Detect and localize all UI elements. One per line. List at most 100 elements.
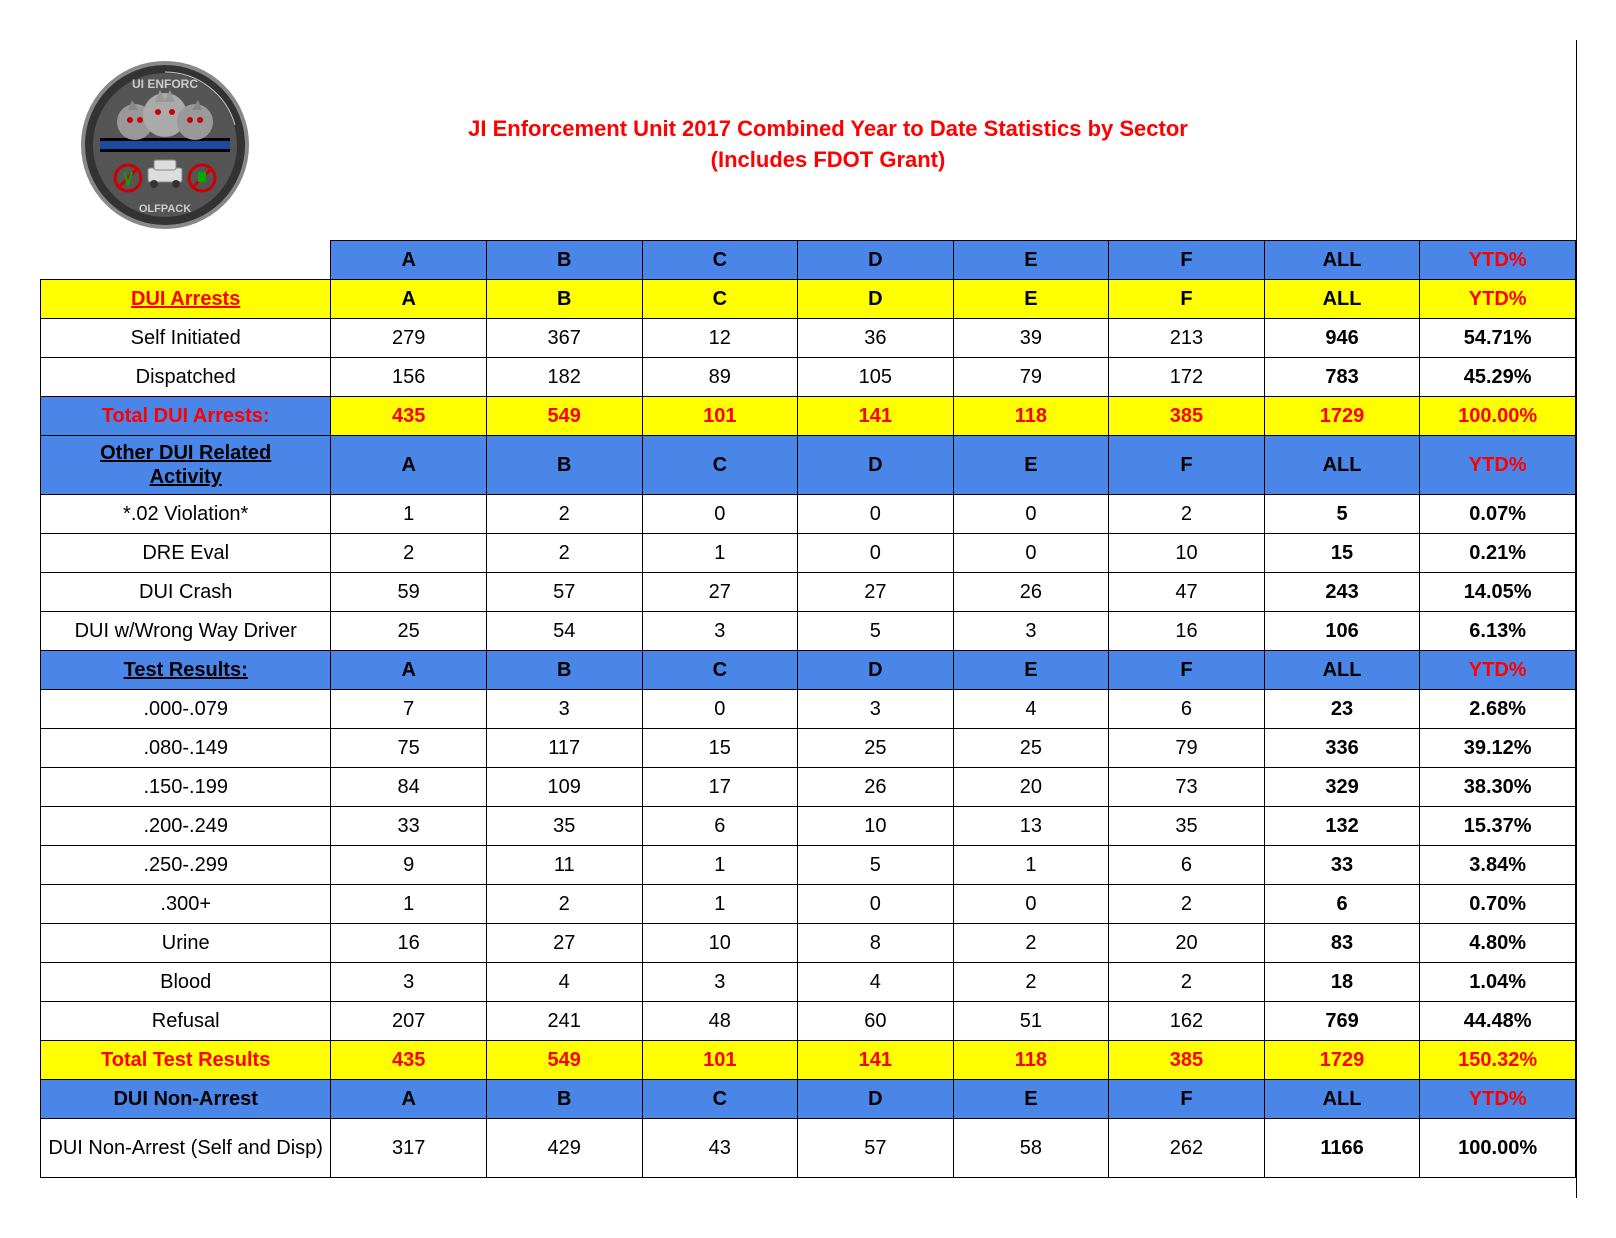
row--000-079: .000-.079: [41, 690, 331, 729]
data-cell: 27: [642, 573, 798, 612]
data-cell: 336: [1264, 729, 1420, 768]
col-header: E: [953, 280, 1109, 319]
data-cell: 11: [486, 846, 642, 885]
col-header: A: [331, 651, 487, 690]
col-header: D: [798, 280, 954, 319]
col-header: B: [486, 651, 642, 690]
data-cell: 16: [331, 924, 487, 963]
col-header: A: [331, 436, 487, 495]
data-cell: 23: [1264, 690, 1420, 729]
data-cell: 5: [1264, 495, 1420, 534]
total-cell: 549: [486, 397, 642, 436]
data-cell: 100.00%: [1420, 1119, 1576, 1178]
col-header: B: [486, 280, 642, 319]
col-header: A: [331, 1080, 487, 1119]
title-line-2: (Includes FDOT Grant): [250, 145, 1406, 176]
data-cell: 156: [331, 358, 487, 397]
data-cell: 75: [331, 729, 487, 768]
row-dre-eval: DRE Eval: [41, 534, 331, 573]
row--080-149: .080-.149: [41, 729, 331, 768]
data-cell: 0.07%: [1420, 495, 1576, 534]
data-cell: 6: [642, 807, 798, 846]
data-cell: 0: [798, 495, 954, 534]
data-cell: 3: [331, 963, 487, 1002]
data-cell: 2: [1109, 963, 1265, 1002]
stats-table: ABCDEFALLYTD%DUI ArrestsABCDEFALLYTD%Sel…: [40, 240, 1576, 1178]
col-header: YTD%: [1420, 280, 1576, 319]
total-cell: 435: [331, 397, 487, 436]
data-cell: 45.29%: [1420, 358, 1576, 397]
data-cell: 3: [642, 612, 798, 651]
data-cell: 0.21%: [1420, 534, 1576, 573]
row-dui-w-wrong-way-driver: DUI w/Wrong Way Driver: [41, 612, 331, 651]
data-cell: 89: [642, 358, 798, 397]
unit-logo: UI ENFORC: [80, 60, 250, 230]
total-cell: 118: [953, 397, 1109, 436]
col-header: F: [1109, 651, 1265, 690]
col-header: F: [1109, 280, 1265, 319]
data-cell: 1: [331, 495, 487, 534]
data-cell: 1: [331, 885, 487, 924]
row--02-violation-: *.02 Violation*: [41, 495, 331, 534]
data-cell: 317: [331, 1119, 487, 1178]
col-header: E: [953, 651, 1109, 690]
data-cell: 105: [798, 358, 954, 397]
data-cell: 162: [1109, 1002, 1265, 1041]
data-cell: 10: [798, 807, 954, 846]
data-cell: 33: [1264, 846, 1420, 885]
total-cell: 141: [798, 1041, 954, 1080]
data-cell: 20: [1109, 924, 1265, 963]
total-cell: 101: [642, 397, 798, 436]
data-cell: 6.13%: [1420, 612, 1576, 651]
col-header: C: [642, 241, 798, 280]
total-cell: 141: [798, 397, 954, 436]
col-header: E: [953, 436, 1109, 495]
data-cell: 182: [486, 358, 642, 397]
total-cell: 385: [1109, 1041, 1265, 1080]
data-cell: 2: [486, 534, 642, 573]
report-title: JI Enforcement Unit 2017 Combined Year t…: [250, 114, 1576, 176]
data-cell: 262: [1109, 1119, 1265, 1178]
total-cell: 549: [486, 1041, 642, 1080]
data-cell: 73: [1109, 768, 1265, 807]
non-arrest-header: DUI Non-Arrest: [41, 1080, 331, 1119]
data-cell: 8: [798, 924, 954, 963]
col-header: D: [798, 436, 954, 495]
row-blood: Blood: [41, 963, 331, 1002]
data-cell: 39: [953, 319, 1109, 358]
col-header: D: [798, 241, 954, 280]
data-cell: 0: [953, 534, 1109, 573]
data-cell: 213: [1109, 319, 1265, 358]
data-cell: 58: [953, 1119, 1109, 1178]
col-header: F: [1109, 1080, 1265, 1119]
data-cell: 429: [486, 1119, 642, 1178]
data-cell: 769: [1264, 1002, 1420, 1041]
total-test-results: Total Test Results: [41, 1041, 331, 1080]
row--300-: .300+: [41, 885, 331, 924]
col-header: YTD%: [1420, 436, 1576, 495]
col-header: E: [953, 241, 1109, 280]
col-header: F: [1109, 241, 1265, 280]
total-cell: 435: [331, 1041, 487, 1080]
data-cell: 15.37%: [1420, 807, 1576, 846]
other-activity-header: Other DUI RelatedActivity: [41, 436, 331, 495]
dui-arrests-header: DUI Arrests: [41, 280, 331, 319]
data-cell: 12: [642, 319, 798, 358]
data-cell: 35: [1109, 807, 1265, 846]
col-header: ALL: [1264, 1080, 1420, 1119]
data-cell: 10: [1109, 534, 1265, 573]
data-cell: 48: [642, 1002, 798, 1041]
data-cell: 26: [798, 768, 954, 807]
data-cell: 132: [1264, 807, 1420, 846]
data-cell: 44.48%: [1420, 1002, 1576, 1041]
svg-text:UI ENFORC: UI ENFORC: [132, 77, 198, 91]
data-cell: 1: [642, 885, 798, 924]
data-cell: 6: [1109, 846, 1265, 885]
col-header: C: [642, 280, 798, 319]
col-header: B: [486, 436, 642, 495]
data-cell: 25: [953, 729, 1109, 768]
blank-cell: [41, 241, 331, 280]
data-cell: 783: [1264, 358, 1420, 397]
row--250-299: .250-.299: [41, 846, 331, 885]
header-area: UI ENFORC: [40, 40, 1576, 240]
